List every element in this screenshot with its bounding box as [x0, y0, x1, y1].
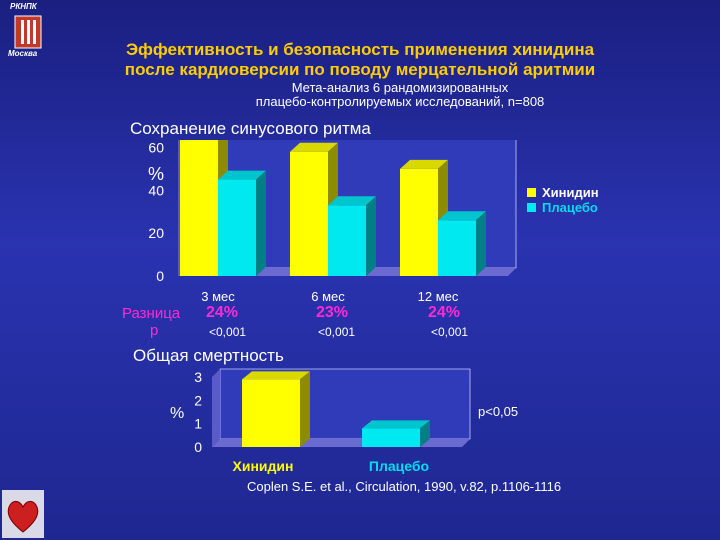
- difference-label: Разница: [122, 305, 181, 322]
- logo-bottom-text: Москва: [8, 49, 38, 58]
- chart1-bar-quinidine-0-front: [180, 140, 218, 276]
- chart1-ytick-40: 40: [148, 182, 164, 198]
- subtitle-line2: плацебо-контролируемых исследований, n=8…: [255, 94, 545, 109]
- chart2-bar-0: [242, 371, 310, 447]
- chart1-bar-placebo-2-side: [476, 211, 486, 276]
- p-label: p: [150, 322, 159, 339]
- chart1-bar-placebo-2: [438, 211, 486, 276]
- chart2-xtick-1: Плацебо: [369, 458, 429, 474]
- legend-swatch-quinidine: [527, 188, 536, 197]
- legend-swatch-placebo: [527, 203, 536, 212]
- p-value-12m: <0,001: [431, 325, 469, 339]
- chart2-bar-1-top: [362, 420, 430, 429]
- chart2-ytick-3: 3: [194, 369, 202, 385]
- logo: РКНПК Москва: [6, 2, 50, 62]
- chart2-bar-0-top: [242, 371, 310, 380]
- chart1-ylabel: %: [148, 164, 164, 184]
- chart2-ytick-0: 0: [194, 439, 202, 455]
- chart1-bar-placebo-1-side: [366, 196, 376, 276]
- heart-icon: [2, 490, 44, 538]
- chart1-legend: Хинидин Плацебо: [527, 185, 599, 215]
- chart1-bar-placebo-0-side: [256, 170, 266, 276]
- logo-top-text: РКНПК: [10, 2, 37, 11]
- chart1-ytick-0: 0: [156, 268, 164, 284]
- chart1-ytick-20: 20: [148, 225, 164, 241]
- chart1-bar-placebo-1: [328, 196, 376, 276]
- chart2-bar-1-side: [420, 420, 430, 447]
- chart1-bar-quinidine-2-top: [400, 159, 448, 169]
- chart1-bar-placebo-0: [218, 170, 266, 276]
- chart2-ylabel: %: [170, 405, 184, 422]
- legend-label-quinidine: Хинидин: [542, 185, 599, 200]
- difference-12m: 24%: [428, 304, 461, 321]
- mortality-chart: 0 1 2 3% Хинидин Плацебо: [170, 368, 471, 474]
- chart1-bar-placebo-2-front: [438, 220, 476, 276]
- citation: Coplen S.E. et al., Circulation, 1990, v…: [247, 479, 562, 494]
- chart1-ytick-60: 60: [148, 140, 164, 155]
- legend-item-quinidine: Хинидин: [527, 185, 599, 200]
- sinus-rhythm-chart: 0 20 40 60% 3 мес 6 мес 12 мес: [148, 140, 517, 304]
- chart2-bar-0-side: [300, 371, 310, 447]
- chart2-p-value: p<0,05: [478, 404, 519, 419]
- chart2-title: Общая смертность: [133, 346, 284, 365]
- difference-6m: 23%: [316, 304, 349, 321]
- page-title-line1: Эффективность и безопасность применения …: [125, 40, 595, 59]
- chart2-bar-1-front: [362, 428, 420, 447]
- difference-3m: 24%: [206, 304, 239, 321]
- chart1-xtick-2: 12 мес: [418, 289, 459, 304]
- chart2-bar-1: [362, 420, 430, 447]
- chart1-bar-quinidine-2-front: [400, 168, 438, 276]
- p-value-3m: <0,001: [209, 325, 247, 339]
- legend-label-placebo: Плацебо: [542, 200, 598, 215]
- chart2-ytick-1: 1: [194, 416, 202, 432]
- chart1-bar-placebo-0-front: [218, 179, 256, 276]
- chart1-bar-placebo-0-top: [218, 170, 266, 180]
- chart1-bar-placebo-1-front: [328, 205, 366, 276]
- legend-item-placebo: Плацебо: [527, 200, 599, 215]
- chart1-bar-quinidine-1-front: [290, 151, 328, 276]
- chart2-side-wall: [212, 369, 220, 447]
- chart2-bar-0-front: [242, 379, 300, 447]
- subtitle-line1: Мета-анализ 6 рандомизированных: [291, 80, 509, 95]
- chart1-xtick-0: 3 мес: [201, 289, 235, 304]
- chart2-xtick-0: Хинидин: [233, 458, 294, 474]
- chart1-bar-placebo-1-top: [328, 196, 376, 206]
- logo-emblem-icon: [14, 15, 42, 49]
- chart1-bar-placebo-2-top: [438, 211, 486, 221]
- chart1-title: Сохранение синусового ритма: [130, 119, 371, 138]
- page-title-line2: после кардиоверсии по поводу мерцательно…: [124, 60, 596, 79]
- chart1-xtick-1: 6 мес: [311, 289, 345, 304]
- chart2-ytick-2: 2: [194, 392, 202, 408]
- chart1-bar-quinidine-1-top: [290, 142, 338, 152]
- p-value-6m: <0,001: [318, 325, 356, 339]
